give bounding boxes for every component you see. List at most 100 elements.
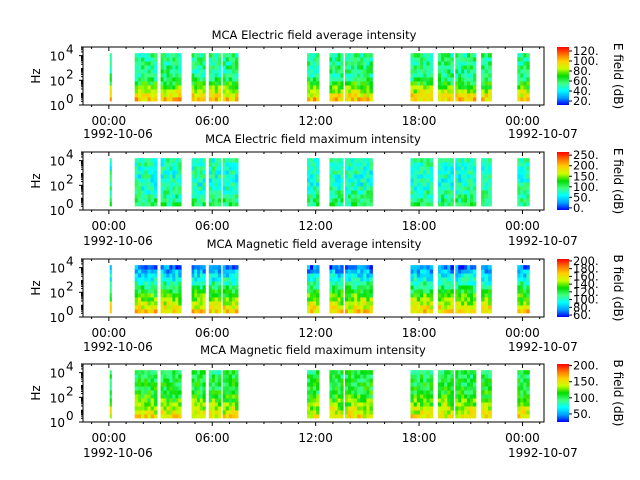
spectrogram-cell bbox=[354, 85, 358, 90]
spectrogram-cell bbox=[191, 65, 195, 70]
spectrogram-cell bbox=[172, 158, 176, 163]
spectrogram-cell bbox=[363, 281, 367, 286]
spectrogram-cell bbox=[235, 158, 239, 163]
spectrogram-cell bbox=[194, 85, 198, 90]
spectrogram-cell bbox=[134, 281, 139, 286]
spectrogram-cell bbox=[429, 410, 434, 415]
spectrogram-cell bbox=[313, 398, 317, 403]
spectrogram-cell bbox=[517, 402, 521, 407]
spectrogram-cell bbox=[455, 390, 459, 395]
spectrogram-cell bbox=[441, 410, 445, 415]
spectrogram-cell bbox=[416, 198, 421, 203]
spectrogram-cell bbox=[316, 386, 320, 391]
spectrogram-cell bbox=[141, 174, 145, 179]
spectrogram-cell bbox=[231, 61, 236, 66]
spectrogram-cell bbox=[169, 186, 173, 191]
spectrogram-cell bbox=[416, 309, 421, 314]
spectrogram-cell bbox=[211, 289, 216, 294]
spectrogram-cell bbox=[354, 386, 358, 391]
spectrogram-cell bbox=[214, 410, 219, 415]
spectrogram-cell bbox=[450, 61, 454, 66]
spectrogram-cell bbox=[526, 190, 530, 195]
spectrogram-cell bbox=[413, 174, 418, 179]
spectrogram-cell bbox=[526, 57, 530, 62]
spectrogram-cell bbox=[197, 370, 201, 375]
spectrogram-cell bbox=[363, 273, 367, 278]
spectrogram-cell bbox=[231, 297, 236, 302]
spectrogram-cell bbox=[332, 273, 336, 278]
spectrogram-cell bbox=[307, 170, 311, 175]
spectrogram-cell bbox=[526, 170, 530, 175]
spectrogram-cell bbox=[481, 166, 485, 171]
spectrogram-cell bbox=[150, 174, 155, 179]
spectrogram-cell bbox=[369, 81, 373, 86]
spectrogram-cell bbox=[464, 265, 468, 270]
spectrogram-cell bbox=[211, 178, 216, 183]
spectrogram-cell bbox=[222, 390, 227, 395]
panel-e-max: MCA Electric field maximum intensity 00:… bbox=[29, 132, 625, 248]
spectrogram-cell bbox=[109, 281, 112, 286]
spectrogram-cell bbox=[420, 285, 424, 290]
spectrogram-cell bbox=[344, 414, 349, 419]
y-tick-label: 10 bbox=[50, 155, 65, 169]
spectrogram-cell bbox=[169, 410, 173, 415]
spectrogram-cell bbox=[461, 398, 465, 403]
spectrogram-cell bbox=[208, 190, 213, 195]
spectrogram-cell bbox=[222, 69, 227, 74]
spectrogram-cell bbox=[426, 406, 431, 411]
spectrogram-cell bbox=[160, 61, 164, 66]
spectrogram-cell bbox=[217, 273, 222, 278]
spectrogram-cell bbox=[520, 394, 524, 399]
spectrogram-cell bbox=[366, 190, 370, 195]
spectrogram-cell bbox=[526, 386, 530, 391]
spectrogram-cell bbox=[344, 81, 349, 86]
spectrogram-cell bbox=[172, 285, 176, 290]
spectrogram-cell bbox=[231, 97, 236, 102]
spectrogram-cell bbox=[337, 414, 341, 419]
spectrogram-cell bbox=[416, 85, 421, 90]
spectrogram-cell bbox=[235, 305, 239, 310]
spectrogram-cell bbox=[363, 77, 367, 82]
spectrogram-cell bbox=[134, 53, 139, 58]
spectrogram-cell bbox=[166, 97, 170, 102]
spectrogram-cell bbox=[175, 198, 179, 203]
spectrogram-cell bbox=[228, 73, 233, 78]
spectrogram-cell bbox=[147, 390, 152, 395]
spectrogram-cell bbox=[487, 370, 492, 375]
spectrogram-cell bbox=[360, 186, 364, 191]
spectrogram-cell bbox=[517, 378, 521, 383]
spectrogram-cell bbox=[369, 190, 373, 195]
spectrogram-cell bbox=[310, 53, 314, 58]
spectrogram-cell bbox=[144, 73, 148, 78]
spectrogram-cell bbox=[455, 186, 459, 191]
spectrogram-cell bbox=[447, 77, 451, 82]
spectrogram-cell bbox=[441, 194, 445, 199]
spectrogram-cell bbox=[426, 194, 431, 199]
spectrogram-cell bbox=[523, 289, 527, 294]
spectrogram-cell bbox=[360, 198, 364, 203]
spectrogram-cell bbox=[329, 69, 333, 74]
spectrogram-cell bbox=[413, 73, 418, 78]
spectrogram-cell bbox=[447, 406, 451, 411]
spectrogram-cell bbox=[222, 174, 227, 179]
spectrogram-cell bbox=[211, 182, 216, 187]
spectrogram-cell bbox=[147, 378, 152, 383]
spectrogram-cell bbox=[344, 305, 349, 310]
spectrogram-cell bbox=[360, 174, 364, 179]
spectrogram-cell bbox=[228, 410, 233, 415]
spectrogram-cell bbox=[222, 398, 227, 403]
spectrogram-cell bbox=[222, 285, 227, 290]
spectrogram-cell bbox=[455, 158, 459, 163]
spectrogram-cell bbox=[191, 194, 195, 199]
spectrogram-cell bbox=[235, 178, 239, 183]
spectrogram-cell bbox=[413, 97, 418, 102]
spectrogram-cell bbox=[467, 293, 471, 298]
spectrogram-cell bbox=[360, 182, 364, 187]
spectrogram-cell bbox=[523, 406, 527, 411]
spectrogram-cell bbox=[217, 182, 222, 187]
spectrogram-cell bbox=[487, 77, 492, 82]
spectrogram-cell bbox=[484, 93, 489, 98]
spectrogram-cell bbox=[208, 170, 213, 175]
spectrogram-cell bbox=[231, 386, 236, 391]
spectrogram-cell bbox=[438, 81, 442, 86]
